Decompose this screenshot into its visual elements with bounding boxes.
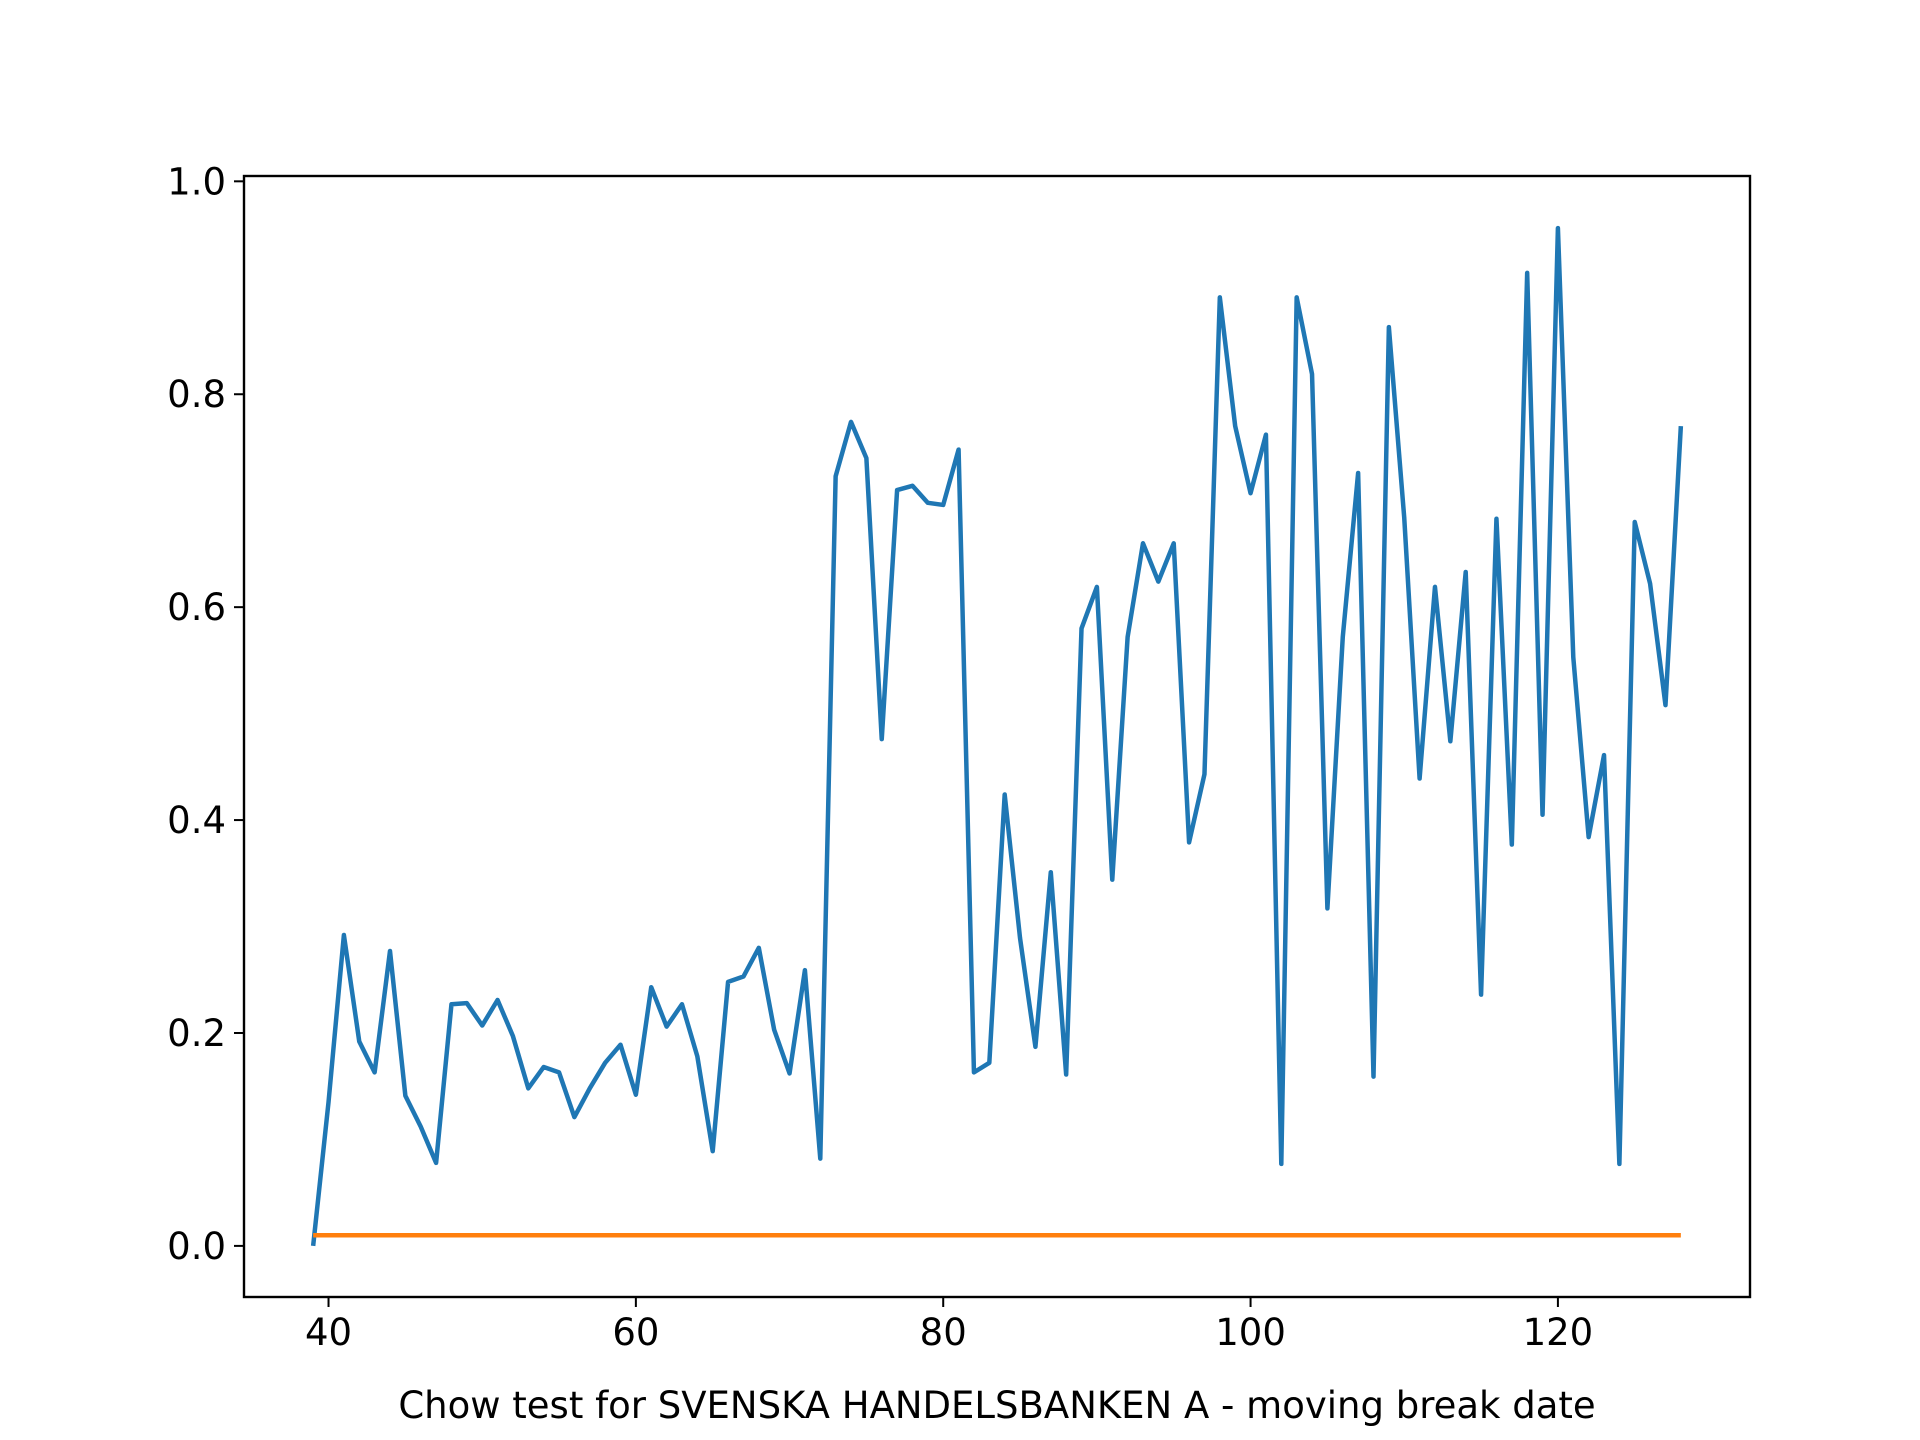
x-tick-label: 40 [305, 1311, 352, 1354]
y-tick-label: 0.2 [167, 1012, 226, 1055]
series-layer [310, 225, 1684, 1247]
x-tick-label: 100 [1215, 1311, 1286, 1354]
y-tick-label: 0.0 [167, 1225, 226, 1268]
x-tick-label: 120 [1523, 1311, 1594, 1354]
x-axis-label: Chow test for SVENSKA HANDELSBANKEN A - … [398, 1384, 1595, 1427]
y-tick-label: 0.4 [167, 799, 226, 842]
x-tick-label: 80 [920, 1311, 967, 1354]
x-tick-label: 60 [612, 1311, 659, 1354]
y-tick-label: 1.0 [167, 160, 226, 203]
ticks-layer: 40 60 80 100 120 0.0 0.2 0.4 0.6 0.8 1.0 [167, 160, 1593, 1354]
y-tick-label: 0.6 [167, 586, 226, 629]
series-line-1 [310, 225, 1684, 1247]
plot-frame [242, 174, 1752, 1299]
y-tick-label: 0.8 [167, 373, 226, 416]
